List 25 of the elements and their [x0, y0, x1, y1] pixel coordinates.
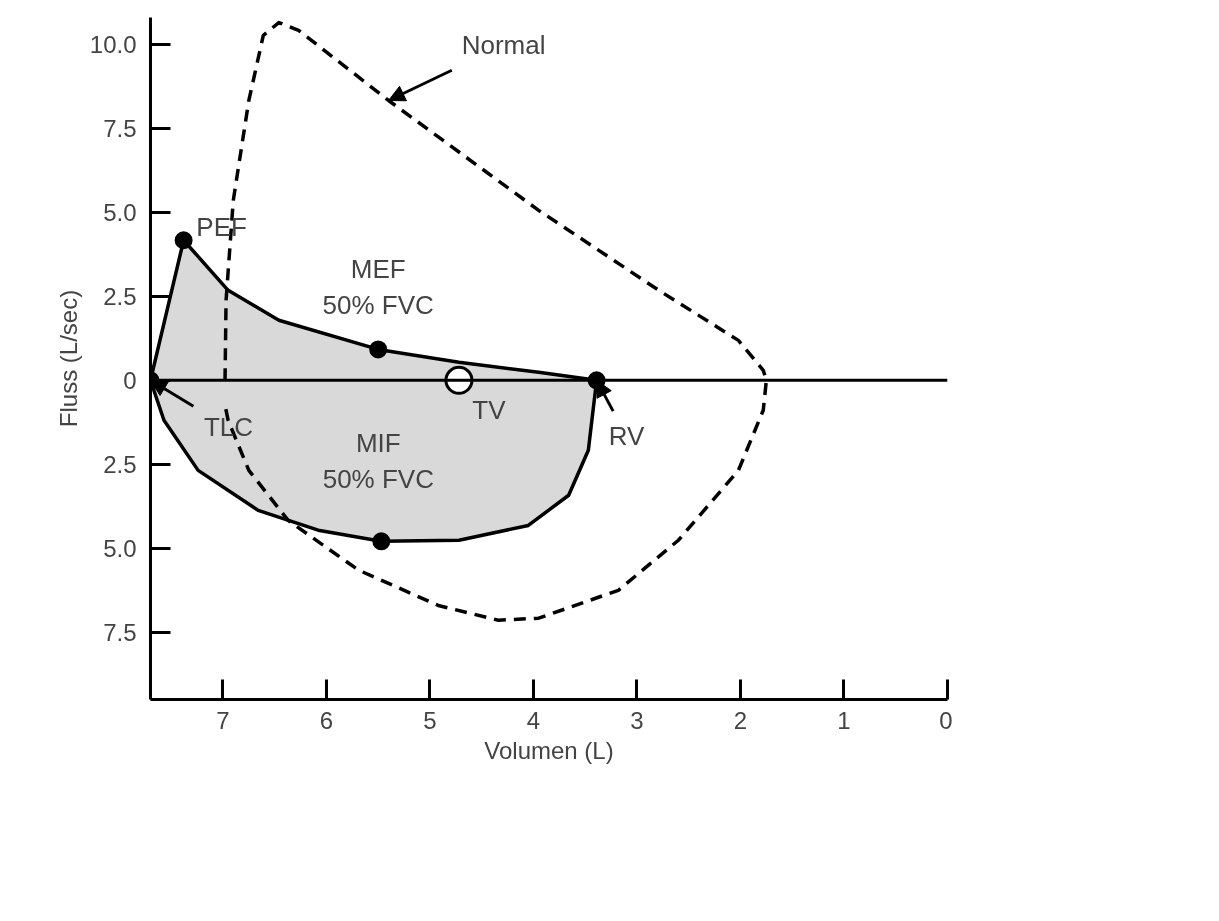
annotation: MEF 50% FVC	[322, 254, 434, 321]
annotation: RV	[608, 421, 646, 452]
y-tick-label: 7.5	[103, 114, 137, 142]
annotation: Normal	[461, 30, 546, 61]
y-tick-label: 5.0	[103, 198, 137, 226]
y-tick-label: 2.5	[103, 450, 137, 478]
x-tick-label: 3	[630, 706, 644, 734]
x-tick-label: 0	[939, 706, 953, 734]
y-axis-title: Fluss (L/sec)	[54, 289, 82, 428]
annotation: TLC	[203, 412, 254, 443]
x-tick-label: 2	[733, 706, 748, 734]
y-tick-label: 0	[123, 366, 137, 394]
annotation: TV	[472, 395, 507, 426]
x-tick-label: 5	[423, 706, 437, 734]
annotation: MIF 50% FVC	[322, 428, 434, 495]
x-tick-label: 7	[216, 706, 230, 734]
x-tick-label: 4	[526, 706, 541, 734]
y-tick-label: 5.0	[103, 534, 137, 562]
y-tick-label: 2.5	[103, 282, 137, 310]
y-tick-label: 10.0	[89, 30, 137, 58]
x-tick-label: 1	[837, 706, 851, 734]
x-axis-title: Volumen (L)	[484, 736, 614, 764]
x-tick-label: 6	[319, 706, 334, 734]
y-tick-label: 7.5	[103, 618, 137, 646]
annotation: PEF	[196, 212, 247, 243]
